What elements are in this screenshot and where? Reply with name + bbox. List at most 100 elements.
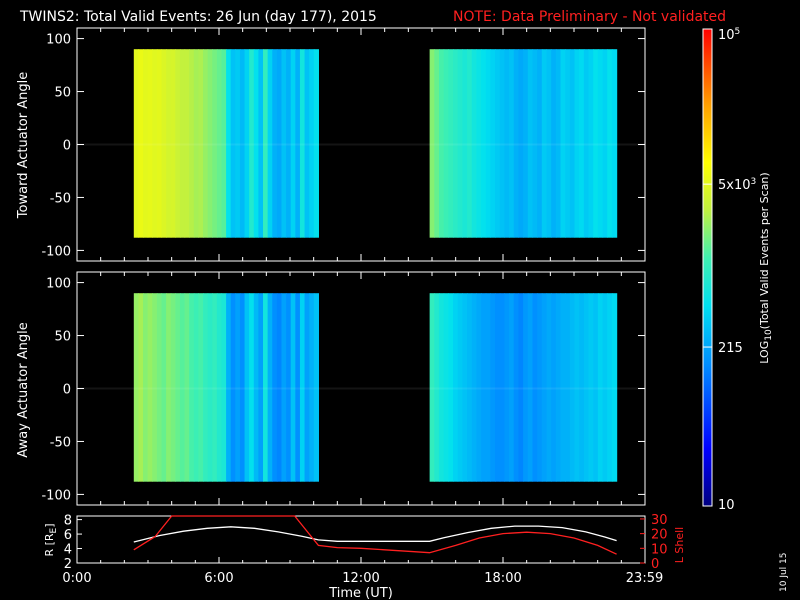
away-cell <box>309 293 315 482</box>
toward-cell <box>527 49 534 238</box>
orbit-right-tick-label: 10 <box>651 542 668 557</box>
colorbar-label: LOG10(Total Valid Events per Scan) <box>758 172 774 363</box>
toward-cell <box>485 49 491 238</box>
away-ytick-label: -100 <box>41 488 71 503</box>
colorbar-label-tail: (Total Valid Events per Scan) <box>758 172 771 329</box>
away-cell <box>143 293 149 482</box>
away-cell <box>203 293 209 482</box>
away-cell <box>189 293 195 482</box>
toward-cell <box>230 49 236 238</box>
toward-cell <box>476 49 482 238</box>
away-cell <box>560 293 566 482</box>
away-cell <box>230 293 236 482</box>
orbit-right-tick-label: 30 <box>651 513 668 528</box>
away-cell <box>166 293 172 482</box>
away-cell <box>593 293 599 482</box>
toward-cell <box>249 49 255 238</box>
away-cell <box>152 293 158 482</box>
away-cell <box>235 293 241 482</box>
away-cell <box>249 293 255 482</box>
toward-ytick-label: 0 <box>63 139 71 154</box>
away-cell <box>467 293 473 482</box>
away-cell <box>438 293 445 482</box>
away-cell <box>212 293 218 482</box>
toward-cell <box>518 49 524 238</box>
toward-ytick-label: -100 <box>41 244 71 259</box>
toward-cell <box>267 49 273 238</box>
away-cell <box>286 293 292 482</box>
preliminary-note: NOTE: Data Preliminary - Not validated <box>453 9 726 25</box>
toward-cell <box>198 49 204 238</box>
away-cell <box>244 293 250 482</box>
toward-cell <box>253 49 259 238</box>
toward-cell <box>313 49 319 238</box>
toward-cell <box>546 49 552 238</box>
toward-cell <box>457 49 463 238</box>
toward-cell <box>509 49 515 238</box>
colorbar-tick-exp: 3 <box>751 177 757 187</box>
away-cell <box>221 293 227 482</box>
toward-cell <box>272 49 278 238</box>
away-cell <box>457 293 463 482</box>
orbit-left-label-tail: ] <box>43 523 56 527</box>
toward-y-axis: 100 50 0 -50 -100 <box>41 28 646 261</box>
r-distance-line <box>133 525 617 543</box>
away-ytick-label: 0 <box>63 383 71 398</box>
away-cell <box>583 293 590 482</box>
away-cell <box>532 293 538 482</box>
toward-cell <box>611 49 618 238</box>
toward-cell <box>453 49 459 238</box>
toward-cell <box>443 49 449 238</box>
toward-cell <box>607 49 613 238</box>
away-cell <box>495 293 501 482</box>
toward-cell <box>184 49 190 238</box>
away-cell <box>313 293 319 482</box>
toward-ytick-label: 50 <box>54 86 71 101</box>
toward-cell <box>175 49 181 238</box>
toward-cell <box>541 49 548 238</box>
toward-cell <box>244 49 250 238</box>
toward-cell <box>588 49 594 238</box>
toward-cell <box>434 49 440 238</box>
toward-cell <box>495 49 501 238</box>
toward-cell <box>532 49 538 238</box>
away-cell <box>574 293 580 482</box>
away-cell <box>471 293 477 482</box>
away-cell <box>295 293 301 482</box>
away-cell <box>290 293 296 482</box>
toward-cell <box>490 49 496 238</box>
toward-cell <box>597 49 604 238</box>
away-cell <box>499 293 506 482</box>
away-cell <box>429 293 435 482</box>
colorbar-tick-label: 10 <box>718 498 735 513</box>
toward-cell <box>583 49 590 238</box>
away-cell <box>555 293 562 482</box>
colorbar-scale <box>702 28 713 507</box>
away-cell <box>175 293 181 482</box>
away-cell <box>193 293 200 482</box>
l-shell-line <box>133 515 617 555</box>
time-tick-label: 6:00 <box>204 571 233 586</box>
orbit-left-tick-label: 8 <box>64 514 72 529</box>
toward-cell <box>295 49 301 238</box>
colorbar-tick-label: 215 <box>718 341 743 356</box>
colorbar-tick-exp: 5 <box>735 27 741 37</box>
toward-cell <box>537 49 543 238</box>
toward-cell <box>551 49 557 238</box>
orbit-right-tick-label: 20 <box>651 528 668 543</box>
away-cell <box>518 293 524 482</box>
away-cell <box>504 293 510 482</box>
away-cell <box>462 293 468 482</box>
toward-cell <box>138 49 144 238</box>
away-cell <box>607 293 613 482</box>
toward-cell <box>258 49 264 238</box>
chart-title: TWINS2: Total Valid Events: 26 Jun (day … <box>19 9 377 25</box>
toward-cell <box>579 49 585 238</box>
toward-cell <box>304 49 310 238</box>
away-cell <box>207 293 213 482</box>
toward-cell <box>133 49 140 238</box>
orbit-left-tick-label: 6 <box>64 528 72 543</box>
toward-cell <box>203 49 209 238</box>
